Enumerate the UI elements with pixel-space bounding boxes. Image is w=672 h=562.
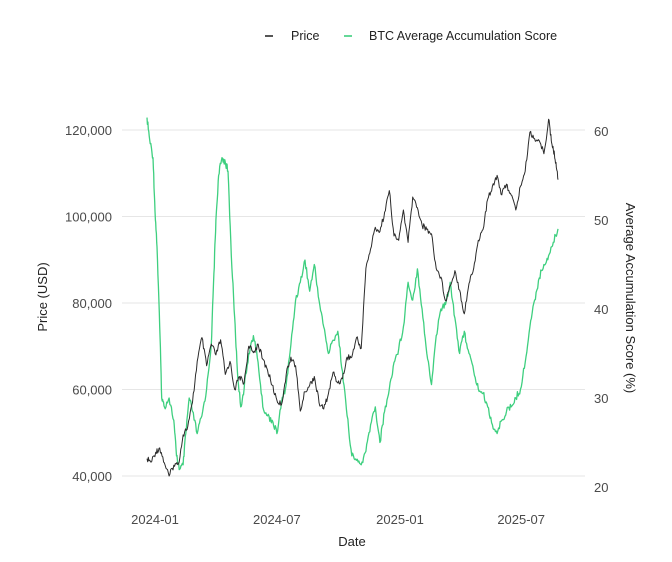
y-left-tick-label: 60,000: [72, 383, 112, 398]
x-axis-ticks: 2024-01 2024-07 2025-01 2025-07: [131, 512, 545, 527]
x-tick-label: 2024-01: [131, 512, 179, 527]
y-right-tick-label: 20: [594, 480, 608, 495]
x-axis-title: Date: [338, 534, 365, 549]
y-axis-left-title: Price (USD): [35, 262, 50, 331]
y-right-tick-label: 50: [594, 213, 608, 228]
accumulation-score-line: [146, 117, 559, 471]
legend-price-label: Price: [291, 29, 320, 43]
y-right-tick-label: 60: [594, 124, 608, 139]
x-tick-label: 2024-07: [253, 512, 301, 527]
y-left-tick-label: 80,000: [72, 296, 112, 311]
y-left-tick-label: 40,000: [72, 469, 112, 484]
y-axis-right-ticks: 20 30 40 50 60: [594, 124, 608, 495]
x-tick-label: 2025-07: [497, 512, 545, 527]
y-axis-right-title: Average Accumulation Score (%): [623, 203, 638, 394]
price-line: [146, 118, 559, 477]
legend-score-label: BTC Average Accumulation Score: [369, 29, 557, 43]
legend: Price BTC Average Accumulation Score: [265, 29, 557, 43]
y-left-tick-label: 120,000: [65, 123, 112, 138]
x-tick-label: 2025-01: [376, 512, 424, 527]
gridlines: [122, 129, 585, 477]
y-right-tick-label: 30: [594, 391, 608, 406]
y-axis-left-ticks: 40,000 60,000 80,000 100,000 120,000: [65, 123, 112, 484]
y-right-tick-label: 40: [594, 302, 608, 317]
series-layer: [146, 117, 559, 477]
y-left-tick-label: 100,000: [65, 210, 112, 225]
